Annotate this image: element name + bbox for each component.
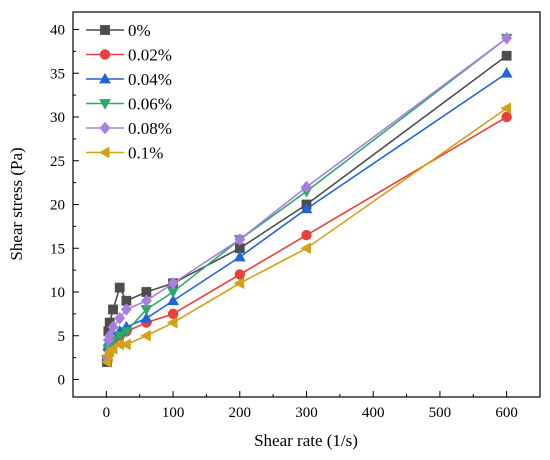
data-point — [234, 233, 246, 246]
x-tick-label: 200 — [229, 405, 252, 421]
legend-label: 0.02% — [128, 46, 172, 65]
y-tick-label: 20 — [50, 198, 65, 214]
y-tick-label: 40 — [50, 23, 65, 39]
data-point — [167, 294, 179, 306]
legend-label: 0.06% — [128, 95, 172, 114]
data-point — [107, 320, 119, 334]
data-point — [233, 277, 245, 290]
legend-item: 0.04% — [86, 70, 172, 89]
legend-item: 0.08% — [86, 119, 172, 138]
data-point — [300, 242, 311, 255]
data-point — [100, 356, 112, 368]
x-axis-title: Shear rate (1/s) — [254, 431, 358, 450]
legend-label: 0.08% — [128, 119, 172, 138]
x-tick-label: 100 — [162, 405, 185, 421]
data-point — [501, 31, 513, 45]
y-tick-label: 30 — [50, 110, 65, 126]
data-point — [501, 50, 512, 61]
legend-item: 0.06% — [86, 95, 172, 114]
legend-marker — [99, 99, 111, 110]
y-tick-label: 25 — [50, 154, 65, 170]
series-line — [106, 72, 508, 358]
data-point — [300, 202, 313, 214]
legend-label: 0% — [128, 21, 151, 40]
legend-item: 0.1% — [86, 144, 163, 163]
legend-item: 0.02% — [86, 46, 172, 65]
y-tick-label: 10 — [50, 285, 65, 301]
y-tick-label: 5 — [58, 329, 66, 345]
data-point — [140, 312, 153, 323]
data-point — [106, 342, 118, 355]
data-point — [114, 311, 126, 325]
data-point — [301, 180, 312, 194]
y-tick-label: 35 — [50, 66, 65, 82]
legend-label: 0.04% — [128, 70, 172, 89]
legend-marker — [100, 25, 110, 35]
y-tick-label: 15 — [50, 241, 65, 257]
data-point — [301, 229, 312, 241]
x-tick-label: 400 — [362, 405, 385, 421]
data-point — [120, 338, 131, 351]
data-point — [166, 316, 178, 329]
y-tick-label: 0 — [58, 373, 66, 389]
legend-marker — [98, 146, 110, 159]
y-axis-title: Shear stress (Pa) — [7, 147, 26, 260]
legend-marker — [99, 121, 111, 135]
legend: 0% 0.02% 0.04% 0.06% 0.08% 0.1% — [86, 21, 172, 163]
legend-marker — [99, 72, 111, 84]
data-point — [114, 282, 125, 293]
legend-item: 0% — [86, 21, 151, 40]
y-axis: 0 5 10 15 20 25 30 35 40 — [50, 23, 79, 389]
series-5 — [100, 102, 512, 368]
x-tick-label: 0 — [103, 405, 111, 421]
x-tick-label: 500 — [429, 405, 452, 421]
data-point — [104, 329, 116, 343]
data-point — [113, 331, 126, 342]
data-point — [233, 250, 246, 262]
data-point — [167, 308, 179, 320]
x-tick-label: 600 — [495, 405, 518, 421]
data-point — [500, 102, 512, 115]
x-tick-label: 300 — [295, 405, 318, 421]
data-point — [108, 304, 118, 315]
data-point — [500, 67, 513, 78]
data-point — [120, 303, 132, 316]
data-point — [140, 294, 152, 308]
data-point — [120, 326, 133, 338]
series-layer — [100, 31, 513, 368]
legend-label: 0.1% — [128, 144, 163, 163]
data-point — [234, 269, 245, 280]
data-point — [140, 329, 151, 342]
data-point — [501, 111, 512, 123]
data-point — [167, 276, 179, 290]
x-axis: 0 100 200 300 400 500 600 — [103, 391, 518, 421]
legend-marker — [99, 49, 111, 60]
